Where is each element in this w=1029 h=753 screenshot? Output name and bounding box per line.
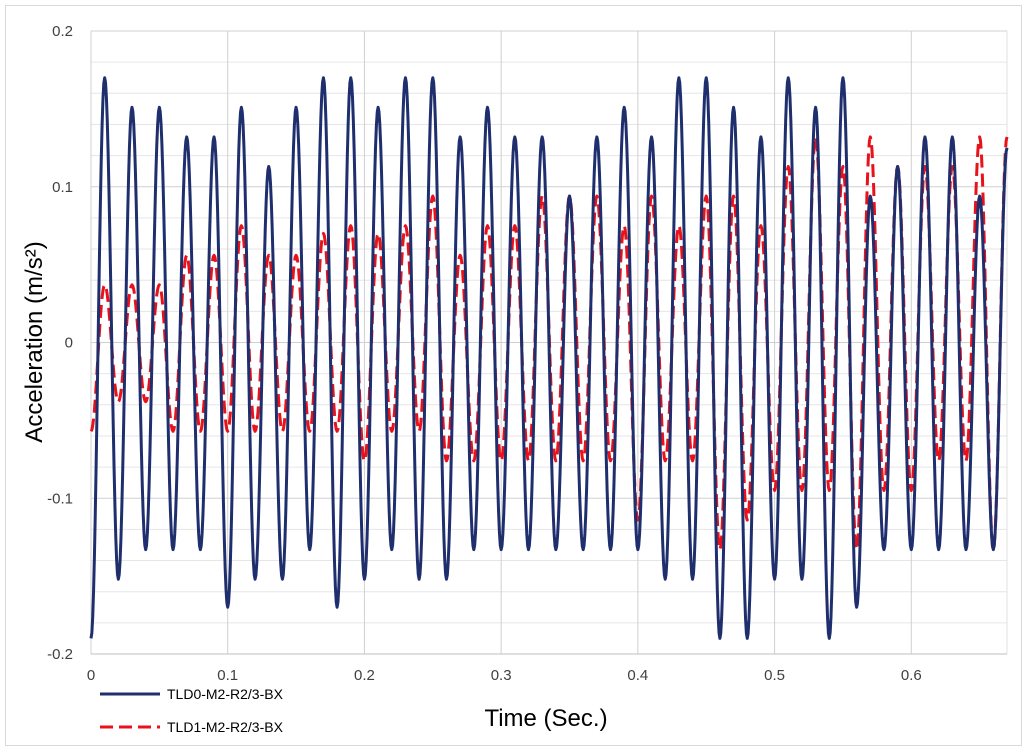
x-tick-label: 0.2 [354,667,375,684]
x-tick-label: 0.1 [217,667,238,684]
series-line-tld0 [89,76,1009,640]
x-tick-label: 0.3 [491,667,512,684]
x-axis-title: Time (Sec.) [484,705,607,732]
x-tick-label: 0.6 [901,667,922,684]
y-tick-label: 0.2 [52,23,73,40]
series-lines [89,76,1009,640]
y-tick-label: 0 [65,335,73,352]
y-tick-label: 0.1 [52,179,73,196]
y-tick-label: -0.2 [47,646,73,663]
legend-label-tld1: TLD1-M2-R2/3-BX [167,719,284,735]
legend: TLD0-M2-R2/3-BX TLD1-M2-R2/3-BX [100,686,284,735]
x-tick-label: 0.5 [764,667,785,684]
x-tick-labels: 0 0.1 0.2 0.3 0.4 0.5 0.6 [87,667,922,684]
legend-label-tld0: TLD0-M2-R2/3-BX [167,686,284,702]
x-tick-label: 0.4 [627,667,648,684]
y-tick-label: -0.1 [47,490,73,507]
x-tick-label: 0 [87,667,95,684]
y-tick-labels: -0.2 -0.1 0 0.1 0.2 [47,23,73,663]
y-axis-title: Acceleration (m/s²) [21,241,48,442]
